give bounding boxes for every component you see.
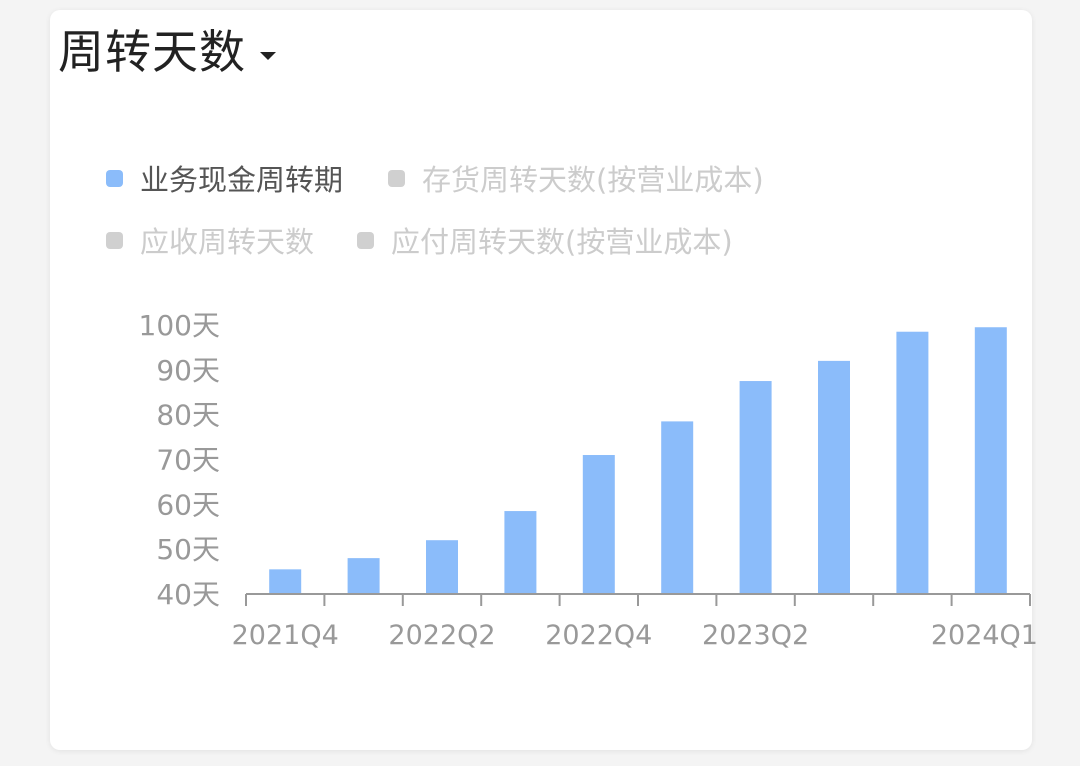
x-tick-label: 2022Q4 [545, 620, 652, 651]
chart-card [50, 10, 1032, 750]
bar-2023Q2 [739, 381, 772, 594]
bar-2022Q1 [347, 558, 380, 594]
legend-swatch [106, 169, 123, 187]
y-tick-label: 50天 [156, 533, 220, 566]
legend-label: 业务现金周转期 [140, 163, 344, 197]
y-tick-label: 70天 [156, 444, 220, 477]
x-tick-label: 2022Q2 [388, 620, 495, 651]
legend-swatch [357, 231, 374, 249]
legend-label: 应收周转天数 [140, 225, 315, 259]
bar-2022Q3 [504, 511, 537, 594]
caret-down-icon [260, 52, 276, 60]
bar-2022Q2 [426, 540, 458, 594]
bar-2022Q4 [582, 455, 615, 594]
y-tick-label: 90天 [156, 354, 220, 387]
y-tick-label: 80天 [156, 399, 220, 432]
y-tick-label: 60天 [156, 488, 220, 521]
x-tick-label: 2021Q4 [232, 620, 339, 651]
y-tick-label: 100天 [139, 309, 220, 342]
legend-label: 存货周转天数(按营业成本) [422, 163, 764, 197]
legend-swatch [388, 169, 405, 187]
legend-item-payable-days[interactable]: 应付周转天数(按营业成本) [357, 219, 733, 261]
bar-2024Q1 [974, 327, 1007, 594]
metric-dropdown[interactable]: 周转天数 [58, 16, 276, 82]
bar-2023Q4 [896, 331, 929, 594]
legend-item-receivable-days[interactable]: 应收周转天数 [106, 219, 314, 261]
legend-swatch [106, 231, 123, 249]
legend-item-inventory-days[interactable]: 存货周转天数(按营业成本) [388, 157, 764, 199]
legend-item-cash-cycle[interactable]: 业务现金周转期 [106, 157, 343, 199]
chart-title: 周转天数 [58, 25, 246, 79]
bar-2023Q1 [661, 421, 694, 594]
x-tick-label: 2024Q1 [931, 620, 1038, 651]
x-tick-label: 2023Q2 [702, 620, 809, 651]
legend-label: 应付周转天数(按营业成本) [391, 225, 733, 259]
bar-2023Q3 [818, 360, 850, 594]
y-tick-label: 40天 [156, 578, 220, 611]
bar-2021Q4 [269, 569, 302, 594]
